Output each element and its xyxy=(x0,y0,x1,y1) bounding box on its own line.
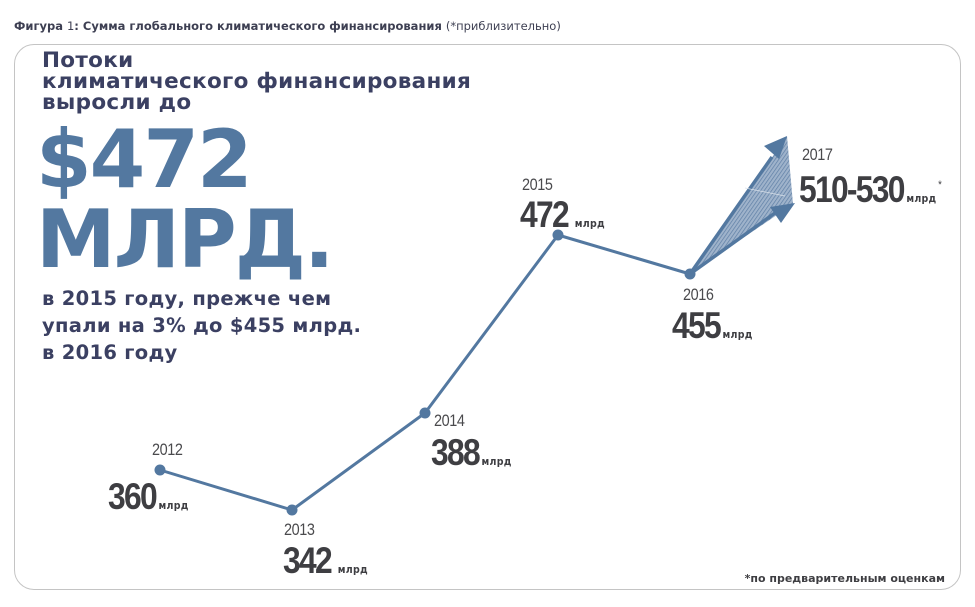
value-2015: 472 xyxy=(520,194,570,235)
point-2016 xyxy=(684,268,696,280)
value-2017: 510-530 xyxy=(799,169,905,210)
point-2015 xyxy=(552,229,564,241)
unit-2016: млрд xyxy=(722,328,753,341)
point-2012 xyxy=(154,464,166,476)
point-2013 xyxy=(286,504,298,516)
value-label-2014: 388 млрд xyxy=(431,434,512,481)
subtext-line-3: в 2016 году xyxy=(42,341,178,364)
point-2014 xyxy=(419,407,431,419)
year-label-2016: 2016 xyxy=(683,285,714,304)
caption-note: (*приблизительно) xyxy=(445,19,561,33)
headline-line-1: Потоки xyxy=(42,48,134,73)
value-label-2012: 360 млрд xyxy=(108,478,189,525)
year-label-2017: 2017 xyxy=(802,145,833,164)
figure-caption: Фигура 1: Сумма глобального климатическо… xyxy=(14,19,561,33)
value-2013: 342 xyxy=(283,540,333,581)
estimate-marker: * xyxy=(938,179,942,191)
headline-line-2: климатического финансирования xyxy=(42,69,472,94)
subtext-line-2: упали на 3% до $455 млрд. xyxy=(42,314,362,337)
year-label-2015: 2015 xyxy=(522,175,553,194)
footnote: *по предварительным оценкам xyxy=(744,572,945,585)
value-2016: 455 xyxy=(672,305,722,346)
arrow-up-right-icon xyxy=(770,203,795,223)
subtext-line-1: в 2015 году, прежче чем xyxy=(42,287,332,310)
unit-2015: млрд xyxy=(574,217,605,230)
headline: Потоки климатического финансирования выр… xyxy=(42,48,472,115)
caption-number: 1 xyxy=(66,19,75,33)
value-label-2017: 510-530 млрд* xyxy=(799,166,942,218)
caption-prefix: Фигура xyxy=(14,19,67,33)
chart-frame xyxy=(14,44,961,590)
headline-line-3: выросли до xyxy=(42,90,192,115)
projection-lower-line xyxy=(688,211,777,276)
value-label-2013: 342 млрд xyxy=(283,542,368,589)
trend-line xyxy=(159,233,691,512)
headline-unit: МЛРД. xyxy=(36,193,334,286)
unit-2012: млрд xyxy=(158,499,189,512)
value-label-2015: 472 млрд xyxy=(520,196,605,243)
year-label-2014: 2014 xyxy=(434,411,465,430)
arrow-up-icon xyxy=(764,136,787,159)
value-2014: 388 xyxy=(431,432,481,473)
unit-2014: млрд xyxy=(481,455,512,468)
value-2012: 360 xyxy=(108,476,158,517)
headline-amount: $472 xyxy=(36,113,253,206)
year-label-2013: 2013 xyxy=(284,520,315,539)
headline-subtext: в 2015 году, прежче чем упали на 3% до $… xyxy=(42,285,361,366)
projection-upper-line xyxy=(688,155,774,276)
value-label-2016: 455 млрд xyxy=(672,307,753,354)
projection-divider xyxy=(744,187,786,197)
caption-title: : Сумма глобального климатического финан… xyxy=(74,19,446,33)
year-label-2012: 2012 xyxy=(152,440,183,459)
unit-2017: млрд xyxy=(906,192,937,205)
unit-2013: млрд xyxy=(337,563,368,576)
